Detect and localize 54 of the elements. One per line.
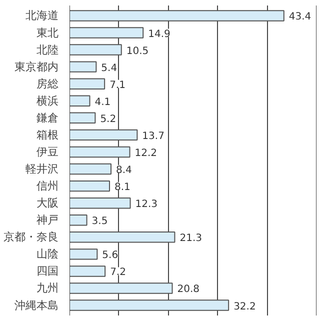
- bar: [70, 27, 144, 38]
- bar: [70, 180, 110, 192]
- data-label: 43.4: [288, 12, 312, 23]
- bar: [70, 61, 97, 72]
- bar: [70, 10, 284, 22]
- bar: [70, 95, 90, 106]
- bar: [70, 129, 138, 141]
- y-tick-label: 北海道: [26, 9, 58, 22]
- bar: [70, 112, 96, 124]
- y-tick-label: 鎌倉: [36, 111, 58, 124]
- data-label: 5.6: [102, 250, 118, 262]
- y-tick-label: 信州: [36, 180, 58, 193]
- bar: [70, 78, 106, 90]
- y-tick-label: 伊豆: [36, 145, 58, 158]
- bar: [70, 232, 176, 243]
- y-tick-label: 山陰: [36, 248, 58, 261]
- data-label: 32.2: [234, 301, 256, 312]
- data-label: 5.4: [101, 62, 118, 74]
- bar: [70, 266, 106, 277]
- y-tick-label: 京都・奈良: [4, 230, 58, 244]
- y-tick-label: 神戸: [36, 214, 58, 227]
- bar: [70, 282, 173, 294]
- y-tick-label: 東北: [36, 26, 58, 40]
- data-label: 7.1: [110, 80, 126, 91]
- bar: [70, 163, 112, 175]
- data-label: 8.1: [114, 182, 130, 194]
- bar: [70, 248, 98, 260]
- y-tick-label: 軽井沢: [26, 162, 58, 176]
- data-label: 4.1: [94, 96, 111, 108]
- y-tick-label: 横浜: [36, 94, 58, 108]
- y-tick-label: 北陸: [36, 43, 58, 56]
- data-label: 7.2: [110, 267, 126, 278]
- y-tick-label: 沖縄本島: [14, 298, 58, 312]
- data-label: 10.5: [126, 46, 149, 57]
- bar: [70, 214, 88, 226]
- y-tick-label: 房総: [36, 77, 58, 90]
- y-tick-label: 四国: [36, 264, 58, 278]
- bar: [70, 44, 122, 56]
- data-label: 12.3: [135, 199, 158, 210]
- y-tick-label: 東京都内: [14, 60, 58, 74]
- data-label: 20.8: [177, 284, 200, 296]
- data-label: 3.5: [92, 216, 108, 228]
- bar: [70, 146, 130, 158]
- bar: [70, 197, 131, 209]
- data-label: 21.3: [180, 233, 202, 244]
- y-tick-label: 九州: [36, 282, 58, 295]
- data-label: 13.7: [142, 130, 164, 142]
- y-tick-label: 箱根: [36, 128, 58, 142]
- bar: [70, 300, 230, 311]
- y-tick-label: 大阪: [36, 196, 58, 210]
- data-label: 8.4: [116, 165, 132, 176]
- data-label: 12.2: [134, 148, 158, 159]
- data-label: 5.2: [100, 114, 116, 125]
- data-label: 14.9: [148, 28, 170, 40]
